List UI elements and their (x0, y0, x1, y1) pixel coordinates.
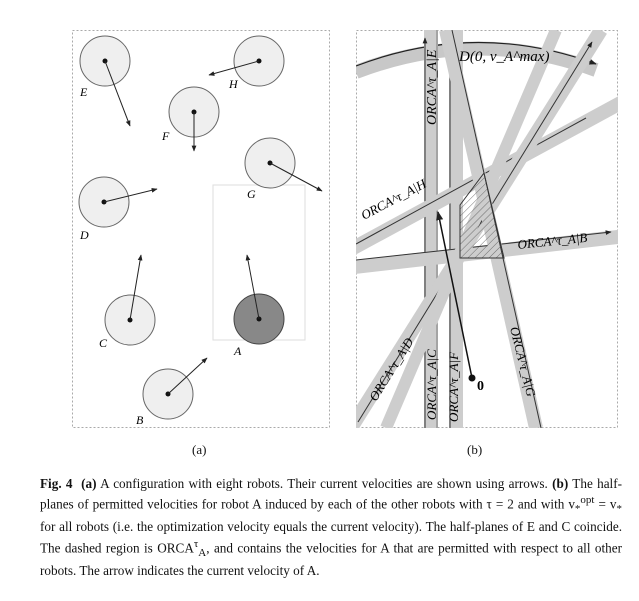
orca-f-label: ORCA^τ_A|F (446, 351, 461, 422)
caption-part-b-text-2: = v (594, 496, 617, 512)
caption-part-b-text-4: , and contains the velocities for A that… (40, 540, 623, 578)
panel-b-sublabel: (b) (467, 442, 483, 457)
figure-panel-a: E H F G D C A (72, 30, 330, 428)
robot-a-label: A (233, 344, 242, 358)
robot-c-label: C (99, 336, 108, 350)
figure-panel-b: D(0, v_A^max) ORCA^τ_A|E ORCA^τ_A|H ORCA… (356, 30, 618, 428)
orca-c-label: ORCA^τ_A|C (424, 349, 439, 420)
robot-f-label: F (161, 129, 170, 143)
caption-part-a-text: A configuration with eight robots. Their… (100, 476, 548, 491)
orca-g-label: ORCA^τ_A|G (507, 325, 539, 399)
halfplane-bands (356, 30, 618, 428)
robot-d: D (78, 176, 158, 242)
caption-part-b-label: (b) (552, 476, 569, 491)
robot-e: E (79, 35, 131, 127)
robot-h: H (208, 35, 285, 91)
figure-caption: Fig. 4 (a) A configuration with eight ro… (40, 476, 623, 578)
caption-part-b-text-3: for all robots (i.e. the optimization ve… (40, 519, 622, 556)
robot-b: B (136, 357, 208, 427)
robot-a: A (233, 254, 285, 358)
robot-c: C (99, 254, 156, 350)
panel-a-sublabel: (a) (192, 442, 207, 457)
disk-label: D(0, v_A^max) (458, 49, 549, 65)
robot-e-label: E (79, 85, 88, 99)
panel-a-frame (72, 30, 330, 428)
robot-b-label: B (136, 413, 144, 427)
caption-label: Fig. 4 (40, 476, 73, 491)
robots-configuration-diagram: E H F G D C A (72, 30, 330, 428)
panel-b-frame (356, 30, 618, 428)
orca-e-label: ORCA^τ_A|E (425, 49, 440, 125)
orca-b-label: ORCA^τ_A|B (517, 230, 588, 252)
robot-d-label: D (79, 228, 89, 242)
orca-halfplanes-diagram: D(0, v_A^max) ORCA^τ_A|E ORCA^τ_A|H ORCA… (356, 30, 618, 428)
origin-label: 0 (477, 379, 484, 394)
caption-part-a-label: (a) (81, 476, 97, 491)
robot-h-label: H (228, 77, 239, 91)
robot-f: F (161, 86, 220, 152)
robot-g: G (244, 137, 323, 201)
robot-g-label: G (247, 187, 256, 201)
caption-part-b-text-1: The half-planes of permitted velocities … (40, 476, 622, 512)
